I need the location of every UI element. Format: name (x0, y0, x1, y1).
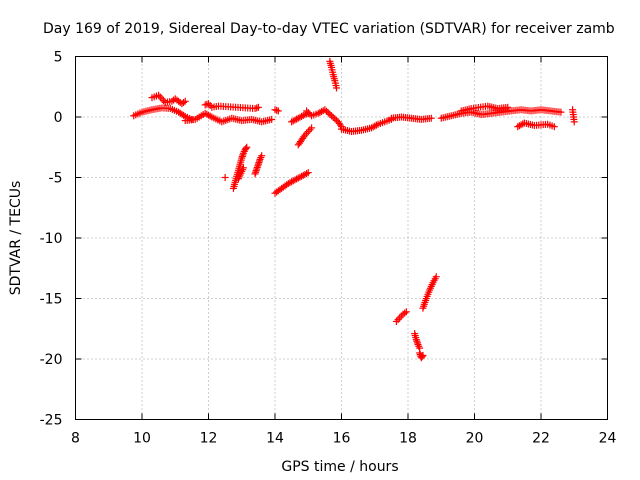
data-point (221, 174, 229, 181)
data-point (308, 124, 316, 132)
data-point (504, 103, 512, 111)
x-tick-label: 24 (599, 431, 617, 447)
data-point (557, 108, 565, 116)
data-point (299, 111, 307, 119)
data-segment (229, 143, 251, 192)
data-segment (514, 119, 558, 131)
x-tick-label: 20 (466, 431, 484, 447)
x-tick-label: 16 (333, 431, 351, 447)
data-segment (326, 57, 341, 92)
data-point (570, 118, 578, 126)
data-point (274, 107, 282, 115)
data-point (242, 144, 250, 152)
data-point (550, 123, 558, 131)
data-point (243, 143, 251, 151)
x-tick-label: 12 (200, 431, 218, 447)
x-tick-label: 14 (266, 431, 284, 447)
data-point (331, 115, 339, 123)
data-point (180, 111, 188, 119)
data-point (432, 273, 440, 281)
data-segment (569, 106, 578, 126)
y-tick-label: -15 (40, 292, 63, 308)
data-point (329, 113, 337, 121)
data-point (418, 353, 426, 361)
data-point (321, 106, 329, 114)
data-segment (392, 308, 410, 325)
data-point (324, 109, 332, 117)
data-point (201, 101, 209, 109)
data-point (303, 170, 311, 178)
data-segment (221, 174, 229, 181)
data-segment (271, 106, 282, 115)
x-tick-label: 22 (532, 431, 550, 447)
data-point (328, 112, 336, 120)
data-segment (419, 273, 440, 312)
data-point (419, 351, 427, 359)
data-point (304, 109, 312, 117)
y-tick-label: 0 (54, 110, 63, 126)
data-segment (411, 330, 424, 352)
data-segment (294, 124, 316, 149)
data-point (273, 106, 281, 114)
data-point (336, 121, 344, 129)
y-tick-label: -5 (49, 171, 63, 187)
y-tick-label: 5 (54, 50, 63, 66)
data-point (333, 84, 341, 92)
data-segment (271, 169, 312, 197)
data-point (203, 100, 211, 108)
data-points (130, 57, 578, 362)
y-tick-label: -20 (40, 352, 63, 368)
data-segment (181, 109, 276, 126)
data-point (319, 107, 327, 115)
data-point (180, 98, 188, 106)
data-point (239, 164, 247, 172)
data-segment (457, 102, 512, 115)
data-point (402, 308, 410, 316)
data-point (206, 112, 214, 120)
data-point (258, 152, 266, 160)
data-point (427, 114, 435, 122)
data-segment (234, 164, 247, 183)
data-point (323, 107, 331, 115)
y-tick-label: -10 (40, 231, 63, 247)
data-point (271, 106, 279, 114)
data-segment (201, 100, 262, 113)
data-point (251, 105, 259, 113)
data-point (306, 110, 314, 118)
data-segment (148, 91, 189, 108)
tick-labels: 8 10 12 14 16 18 20 22 24 5 0 -5 -10 -15 -20 -25 (40, 50, 617, 447)
data-segment (338, 115, 395, 136)
y-tick-label: -25 (40, 413, 63, 429)
x-tick-label: 10 (133, 431, 151, 447)
x-axis-title: GPS time / hours (281, 459, 398, 475)
data-point (326, 110, 334, 118)
chart-title: Day 169 of 2019, Sidereal Day-to-day VTE… (43, 21, 615, 37)
data-segment (416, 349, 427, 362)
data-point (253, 104, 261, 112)
data-point (401, 309, 409, 317)
data-point (303, 107, 311, 115)
plot-frame (75, 56, 608, 420)
data-segment (387, 113, 435, 123)
data-point (372, 121, 380, 129)
x-tick-label: 8 (71, 431, 80, 447)
data-point (181, 97, 189, 105)
data-point (254, 103, 262, 111)
data-segment (251, 152, 266, 178)
data-point (304, 169, 312, 177)
x-tick-label: 18 (399, 431, 417, 447)
data-point (268, 115, 276, 123)
y-axis-title: SDTVAR / TECUs (8, 181, 24, 296)
